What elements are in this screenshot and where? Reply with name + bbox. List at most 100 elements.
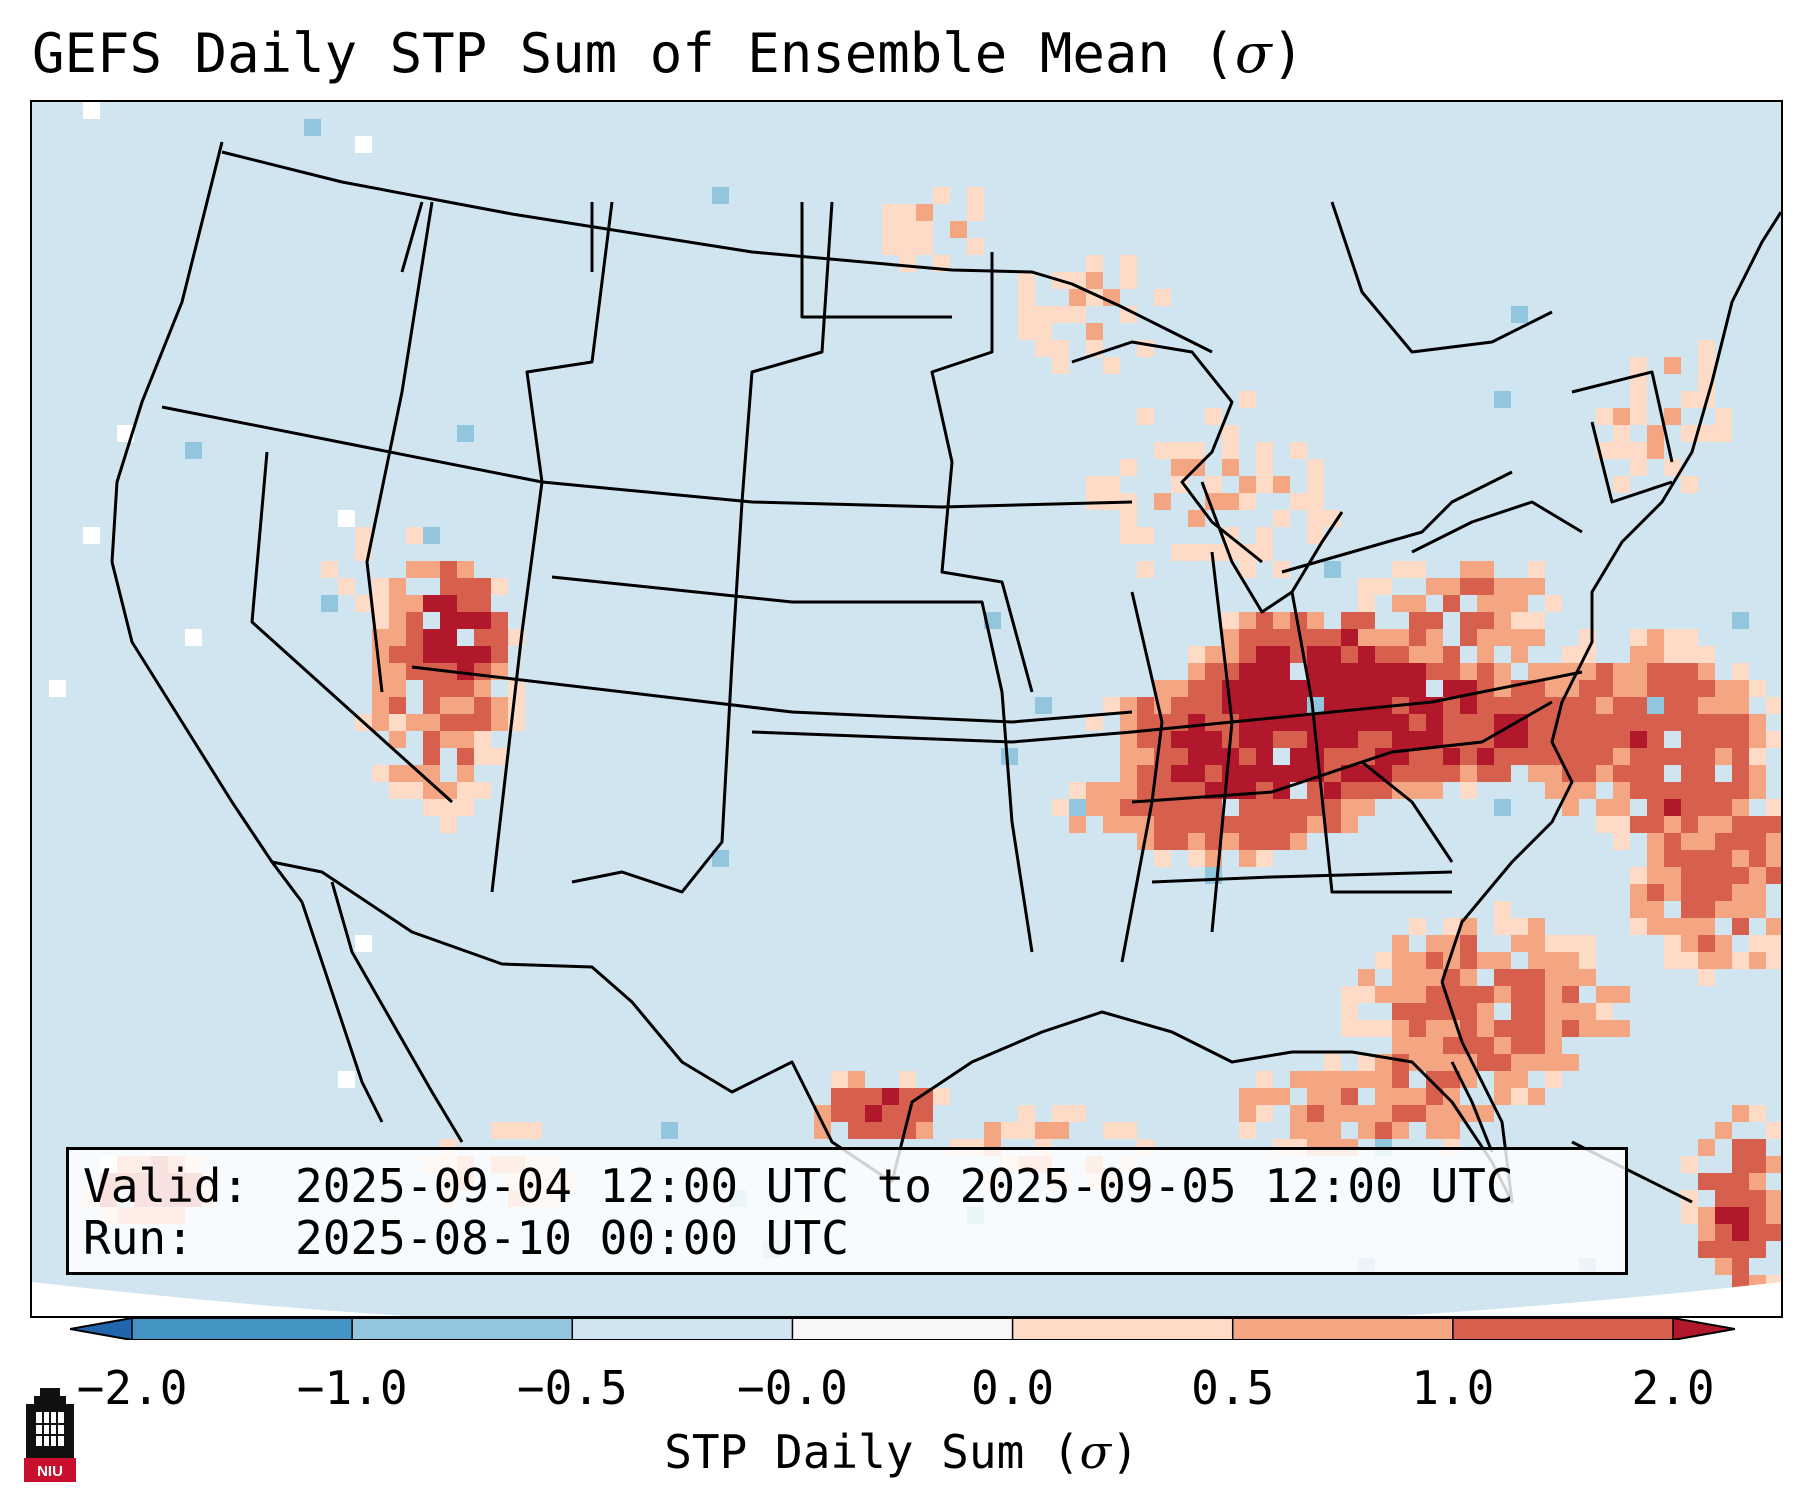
anomaly-cell	[406, 765, 423, 782]
anomaly-cell	[1409, 765, 1426, 782]
anomaly-cell	[1460, 697, 1477, 714]
anomaly-cell	[1494, 799, 1511, 816]
anomaly-cell	[1562, 1054, 1579, 1071]
anomaly-cell	[1494, 578, 1511, 595]
anomaly-cell	[1273, 731, 1290, 748]
colorbar-segment	[132, 1318, 353, 1340]
state-borders	[110, 141, 1781, 1204]
anomaly-cell	[1715, 1241, 1732, 1258]
anomaly-cell	[1749, 1156, 1766, 1173]
anomaly-cell	[1358, 663, 1375, 680]
anomaly-cell	[1732, 748, 1749, 765]
anomaly-cell	[882, 1088, 899, 1105]
anomaly-cell	[1477, 1037, 1494, 1054]
anomaly-cell	[1137, 731, 1154, 748]
anomaly-cell	[1613, 714, 1630, 731]
anomaly-cell	[1698, 680, 1715, 697]
anomaly-cell	[440, 731, 457, 748]
anomaly-cell	[1749, 782, 1766, 799]
anomaly-cell	[1426, 714, 1443, 731]
anomaly-cell	[1375, 663, 1392, 680]
anomaly-cell	[1630, 731, 1647, 748]
anomaly-cell	[1426, 748, 1443, 765]
anomaly-cell	[1273, 680, 1290, 697]
anomaly-cell	[1732, 782, 1749, 799]
anomaly-cell	[1698, 1224, 1715, 1241]
anomaly-cell	[1698, 935, 1715, 952]
anomaly-cell	[1579, 714, 1596, 731]
anomaly-cell	[1494, 629, 1511, 646]
anomaly-cell	[1732, 1190, 1749, 1207]
anomaly-cell	[338, 510, 355, 527]
anomaly-cell	[1477, 748, 1494, 765]
anomaly-cell	[372, 578, 389, 595]
anomaly-cell	[1392, 1105, 1409, 1122]
map-panel[interactable]	[30, 100, 1783, 1318]
anomaly-cell	[1409, 561, 1426, 578]
anomaly-cell	[1239, 612, 1256, 629]
anomaly-cell	[1409, 1003, 1426, 1020]
anomaly-cell	[1358, 680, 1375, 697]
anomaly-cell	[1426, 935, 1443, 952]
anomaly-cell	[1307, 663, 1324, 680]
anomaly-cell	[1562, 1020, 1579, 1037]
anomaly-cell	[1460, 918, 1477, 935]
anomaly-cell	[1290, 697, 1307, 714]
anomaly-cell	[1766, 1190, 1781, 1207]
anomaly-cell	[1256, 748, 1273, 765]
anomaly-cell	[1409, 629, 1426, 646]
anomaly-cell	[1477, 697, 1494, 714]
anomaly-cell	[1698, 1139, 1715, 1156]
anomaly-cell	[508, 697, 525, 714]
anomaly-cell	[1732, 799, 1749, 816]
anomaly-cell	[423, 527, 440, 544]
anomaly-cell	[1426, 612, 1443, 629]
anomaly-cell	[1256, 476, 1273, 493]
anomaly-cell	[1341, 680, 1358, 697]
anomaly-cell	[1103, 1122, 1120, 1139]
anomaly-cell	[848, 1122, 865, 1139]
anomaly-cell	[1715, 935, 1732, 952]
anomaly-cell	[1681, 663, 1698, 680]
anomaly-cell	[1256, 527, 1273, 544]
anomaly-cell	[491, 748, 508, 765]
anomaly-cell	[321, 595, 338, 612]
anomaly-cell	[1426, 663, 1443, 680]
anomaly-cell	[1511, 629, 1528, 646]
anomaly-cell	[1511, 578, 1528, 595]
anomaly-cell	[1766, 731, 1781, 748]
anomaly-cell	[1222, 493, 1239, 510]
anomaly-cell	[1392, 952, 1409, 969]
anomaly-cell	[1460, 629, 1477, 646]
anomaly-cell	[1681, 646, 1698, 663]
anomaly-cell	[1460, 935, 1477, 952]
anomaly-cell	[185, 629, 202, 646]
anomaly-cell	[1392, 1037, 1409, 1054]
anomaly-cell	[1290, 1122, 1307, 1139]
anomaly-cell	[389, 612, 406, 629]
anomaly-cell	[1188, 663, 1205, 680]
anomaly-cell	[1630, 357, 1647, 374]
anomaly-cell	[1562, 1003, 1579, 1020]
anomaly-cell	[1426, 1071, 1443, 1088]
anomaly-cell	[1681, 629, 1698, 646]
anomaly-cell	[1630, 680, 1647, 697]
anomaly-cell	[1222, 425, 1239, 442]
anomaly-cell	[1052, 340, 1069, 357]
anomaly-cell	[1273, 561, 1290, 578]
anomaly-cell	[389, 782, 406, 799]
anomaly-cell	[1681, 816, 1698, 833]
anomaly-cell	[1188, 510, 1205, 527]
anomaly-cell	[1613, 425, 1630, 442]
anomaly-cell	[1494, 748, 1511, 765]
anomaly-cell	[491, 697, 508, 714]
anomaly-cell	[1664, 782, 1681, 799]
anomaly-cell	[882, 221, 899, 238]
anomaly-cell	[1341, 1020, 1358, 1037]
anomaly-cell	[1426, 1054, 1443, 1071]
anomaly-cell	[1426, 952, 1443, 969]
anomaly-cell	[1188, 748, 1205, 765]
anomaly-cell	[1443, 595, 1460, 612]
anomaly-cell	[1528, 680, 1545, 697]
anomaly-cell	[1477, 595, 1494, 612]
